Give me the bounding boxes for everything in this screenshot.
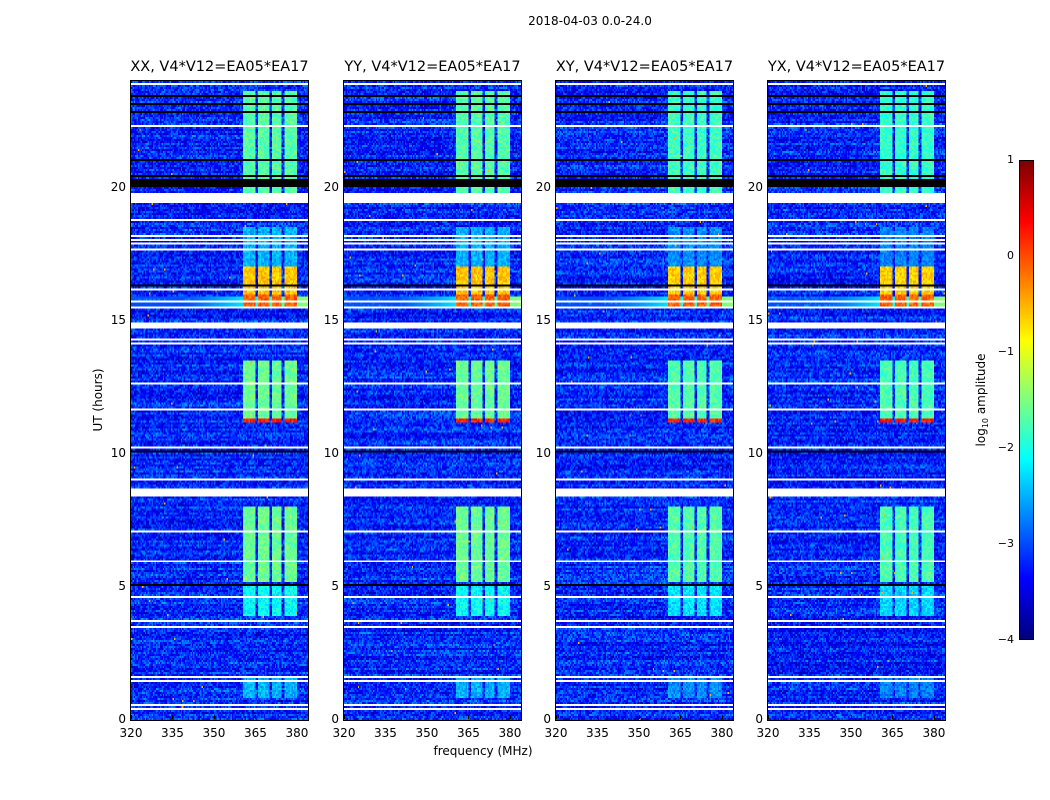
x-tick-label: 350 [839, 726, 863, 740]
heatmap-2 [556, 81, 733, 720]
x-tick-label: 380 [285, 726, 309, 740]
x-tick-mark [721, 715, 723, 719]
y-tick-label: 15 [323, 312, 339, 327]
x-tick-mark [468, 715, 470, 719]
heatmap-0 [131, 81, 308, 720]
x-tick-mark [509, 715, 511, 719]
x-tick-label: 335 [586, 726, 609, 740]
panel-1: YY, V4*V12=EA05*EA17 320 335 350 365 380 0 5 10 1… [324, 59, 522, 740]
x-tick-label: 350 [415, 726, 439, 740]
x-tick-label: 320 [544, 726, 568, 740]
x-tick-mark [296, 715, 298, 719]
y-tick-label: 15 [535, 312, 551, 327]
panel-3: YX, V4*V12=EA05*EA17 320 335 350 365 380 0 5 10 1… [748, 59, 946, 740]
colorbar-label: log10 amplitude [974, 354, 990, 447]
x-tick-mark [680, 715, 682, 719]
y-tick-label: 5 [331, 578, 339, 593]
y-tick-label: 20 [535, 179, 551, 194]
heatmap-3 [768, 81, 945, 720]
x-tick-mark [809, 715, 811, 719]
colorbar [1019, 160, 1034, 640]
x-tick-label: 335 [798, 726, 821, 740]
x-tick-mark [131, 715, 132, 719]
x-tick-mark [556, 715, 557, 719]
x-tick-mark [172, 715, 174, 719]
y-axis-label: UT (hours) [91, 368, 105, 432]
y-tick-label: 0 [331, 712, 339, 726]
panel-title: XX, V4*V12=EA05*EA17 [130, 59, 309, 75]
panel-title: YY, V4*V12=EA05*EA17 [344, 59, 521, 75]
y-tick-label: 10 [535, 445, 551, 460]
y-tick-label: 5 [118, 578, 126, 593]
colorbar-label-sub: 10 [981, 417, 991, 429]
x-tick-label: 380 [710, 726, 734, 740]
y-tick-label: 15 [110, 312, 126, 327]
y-tick-label: 5 [543, 578, 551, 593]
x-tick-label: 320 [332, 726, 356, 740]
y-tick-label: 20 [323, 179, 339, 194]
y-tick-label: 0 [118, 712, 126, 726]
y-tick-label: 0 [755, 712, 763, 726]
panel-title: YX, V4*V12=EA05*EA17 [767, 59, 946, 75]
y-tick-label: 10 [110, 445, 126, 460]
x-tick-mark [213, 715, 215, 719]
colorbar-tick-label: −3 [997, 537, 1014, 550]
y-tick-label: 20 [110, 179, 126, 194]
x-tick-label: 380 [922, 726, 946, 740]
x-tick-label: 335 [161, 726, 184, 740]
colorbar-tick-label: −2 [997, 441, 1014, 454]
colorbar-tick-label: −4 [997, 633, 1014, 646]
x-tick-mark [768, 715, 769, 719]
x-tick-label: 320 [756, 726, 780, 740]
x-tick-label: 320 [119, 726, 143, 740]
figure-title: 2018-04-03 0.0-24.0 [528, 14, 652, 28]
x-tick-mark [892, 715, 894, 719]
x-tick-mark [426, 715, 428, 719]
x-tick-mark [933, 715, 935, 719]
x-tick-mark [850, 715, 852, 719]
y-tick-label: 10 [747, 445, 763, 460]
y-tick-label: 15 [747, 312, 763, 327]
x-tick-label: 335 [374, 726, 397, 740]
x-tick-label: 365 [457, 726, 480, 740]
x-tick-label: 365 [881, 726, 904, 740]
y-tick-label: 0 [543, 712, 551, 726]
y-tick-label: 5 [755, 578, 763, 593]
x-tick-label: 350 [202, 726, 226, 740]
x-tick-mark [344, 715, 345, 719]
colorbar-tick-label: 1 [1007, 153, 1014, 166]
colorbar-label-suffix: amplitude [973, 353, 988, 418]
x-tick-label: 350 [627, 726, 651, 740]
x-tick-label: 365 [669, 726, 692, 740]
panel-0: XX, V4*V12=EA05*EA17 320 335 350 365 380 0 5 10 1… [111, 59, 309, 740]
colorbar-label-prefix: log [973, 428, 988, 447]
x-tick-mark [597, 715, 599, 719]
heatmap-1 [344, 81, 521, 720]
colorbar-tick-label: 0 [1007, 249, 1014, 262]
x-tick-label: 365 [244, 726, 267, 740]
x-axis-label: frequency (MHz) [433, 744, 533, 758]
x-tick-mark [638, 715, 640, 719]
x-tick-mark [385, 715, 387, 719]
x-tick-label: 380 [498, 726, 522, 740]
panel-2: XY, V4*V12=EA05*EA17 320 335 350 365 380 0 5 10 1… [536, 59, 734, 740]
y-tick-label: 20 [747, 179, 763, 194]
y-tick-label: 10 [323, 445, 339, 460]
x-tick-mark [255, 715, 257, 719]
colorbar-tick-label: −1 [997, 345, 1014, 358]
panel-title: XY, V4*V12=EA05*EA17 [555, 59, 734, 75]
